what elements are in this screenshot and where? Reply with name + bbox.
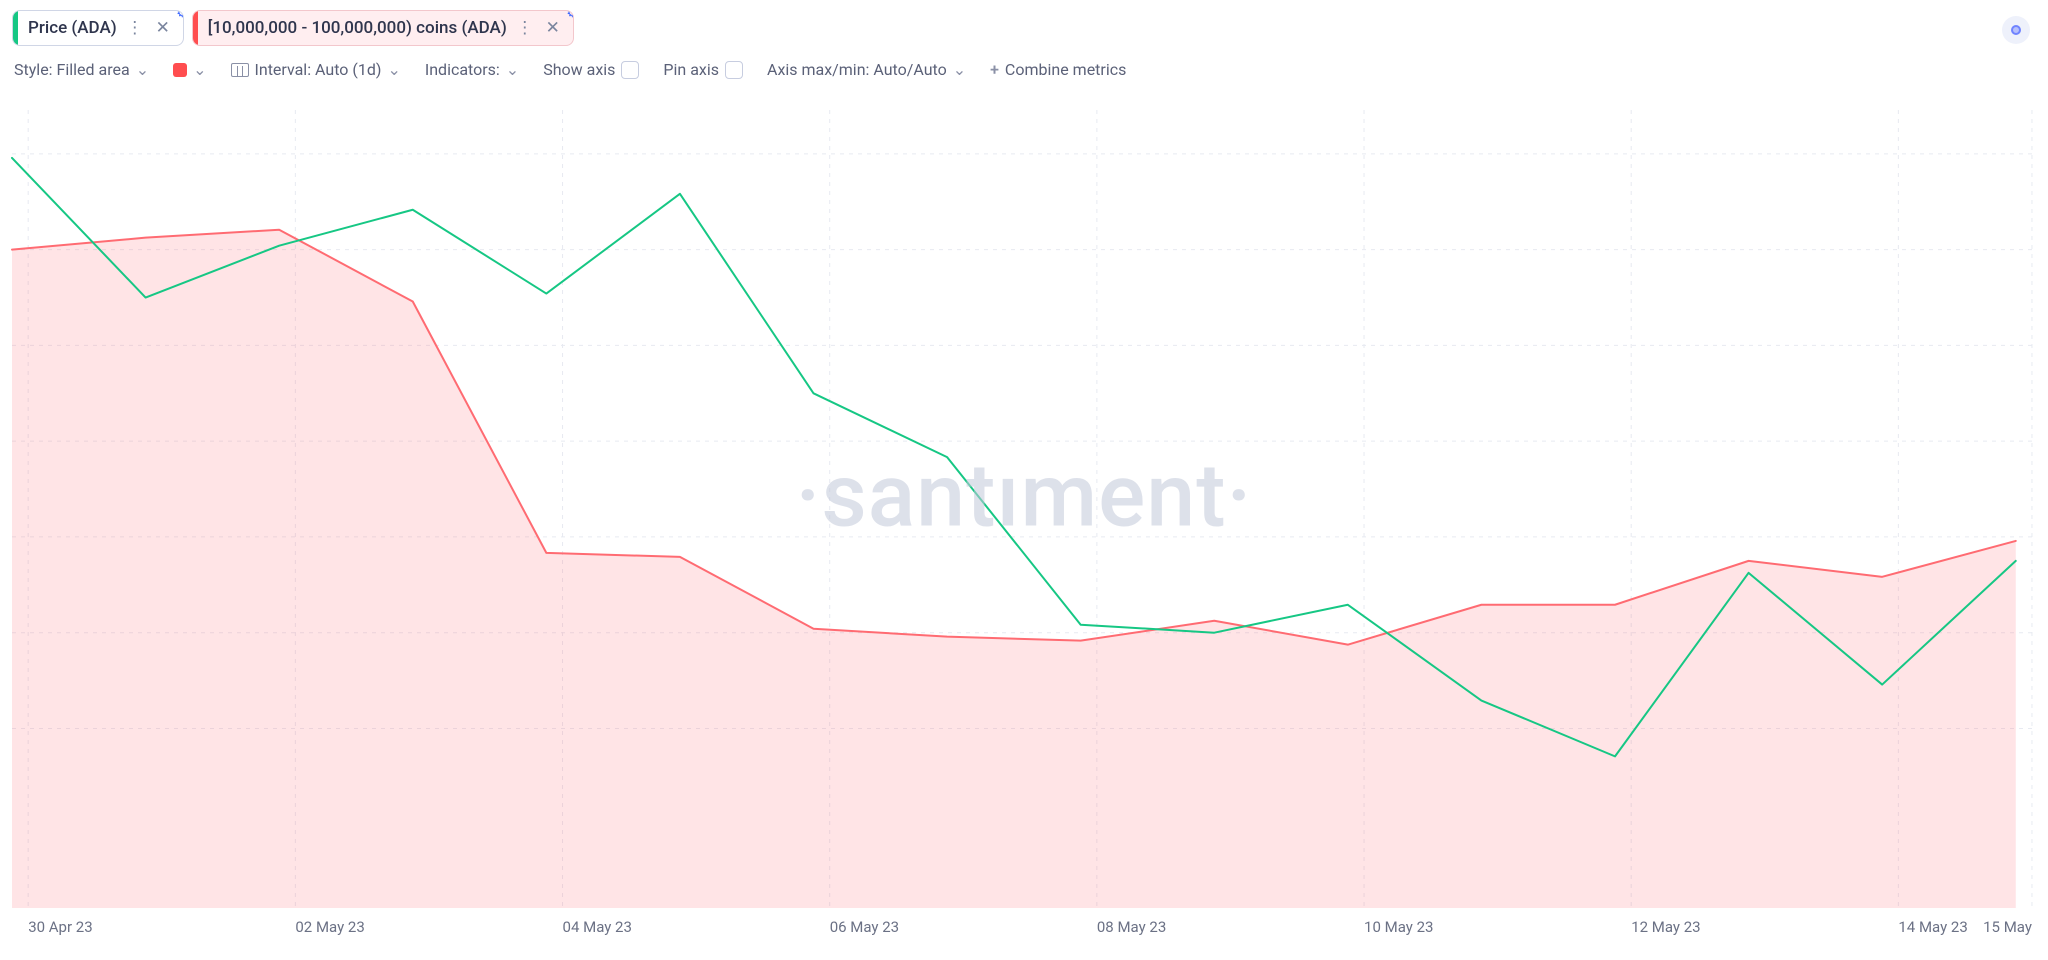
chip-close-icon[interactable]: ✕ xyxy=(153,18,173,38)
gear-icon[interactable]: ⚙ xyxy=(566,10,574,21)
metric-chips-row: Price (ADA) ⋮ ✕ ⚙ [10,000,000 - 100,000,… xyxy=(0,0,2048,52)
combine-metrics-button[interactable]: + Combine metrics xyxy=(990,60,1126,79)
chip-label: [10,000,000 - 100,000,000) coins (ADA) xyxy=(208,18,507,38)
chart-toolbar: Style: Filled area ⌄ ⌄ Interval: Auto (1… xyxy=(0,52,2048,89)
indicators-dropdown[interactable]: Indicators: ⌄ xyxy=(425,60,519,79)
svg-text:12 May 23: 12 May 23 xyxy=(1631,918,1700,936)
pin-axis-toggle[interactable]: Pin axis xyxy=(663,60,743,79)
style-color-swatch-dropdown[interactable]: ⌄ xyxy=(173,60,206,79)
chevron-down-icon: ⌄ xyxy=(387,60,400,79)
show-axis-toggle[interactable]: Show axis xyxy=(543,60,639,79)
combine-label: Combine metrics xyxy=(1005,60,1126,79)
style-dropdown[interactable]: Style: Filled area ⌄ xyxy=(14,60,149,79)
chip-color-tab xyxy=(13,11,18,45)
chevron-down-icon: ⌄ xyxy=(953,60,966,79)
pin-axis-label: Pin axis xyxy=(663,60,719,79)
svg-text:02 May 23: 02 May 23 xyxy=(295,918,364,936)
metric-chip-supply[interactable]: [10,000,000 - 100,000,000) coins (ADA) ⋮… xyxy=(192,10,574,46)
svg-text:04 May 23: 04 May 23 xyxy=(563,918,632,936)
metric-chip-price[interactable]: Price (ADA) ⋮ ✕ ⚙ xyxy=(12,10,184,46)
chip-more-icon[interactable]: ⋮ xyxy=(515,18,535,38)
show-axis-label: Show axis xyxy=(543,60,615,79)
svg-text:10 May 23: 10 May 23 xyxy=(1364,918,1433,936)
chart-settings-dot[interactable] xyxy=(2002,16,2030,44)
chip-more-icon[interactable]: ⋮ xyxy=(125,18,145,38)
plus-icon: + xyxy=(990,60,999,79)
svg-text:14 May 23: 14 May 23 xyxy=(1898,918,1967,936)
chart-area: ·santıment· 30 Apr 2302 May 2304 May 230… xyxy=(0,100,2048,960)
color-swatch xyxy=(173,63,187,77)
svg-text:15 May: 15 May xyxy=(1983,918,2032,936)
dot-icon xyxy=(2011,25,2021,35)
axis-minmax-label: Axis max/min: Auto/Auto xyxy=(767,60,947,79)
chevron-down-icon: ⌄ xyxy=(193,60,206,79)
chip-label: Price (ADA) xyxy=(28,18,117,38)
chevron-down-icon: ⌄ xyxy=(506,60,519,79)
chip-close-icon[interactable]: ✕ xyxy=(543,18,563,38)
svg-text:06 May 23: 06 May 23 xyxy=(830,918,899,936)
interval-dropdown[interactable]: Interval: Auto (1d) ⌄ xyxy=(231,60,401,79)
style-label: Style: Filled area xyxy=(14,60,130,79)
chevron-down-icon: ⌄ xyxy=(136,60,149,79)
gear-icon[interactable]: ⚙ xyxy=(176,10,184,21)
checkbox[interactable] xyxy=(621,61,639,79)
interval-label: Interval: Auto (1d) xyxy=(255,60,382,79)
svg-text:08 May 23: 08 May 23 xyxy=(1097,918,1166,936)
chip-color-tab xyxy=(193,11,198,45)
svg-text:30 Apr 23: 30 Apr 23 xyxy=(28,918,92,936)
chart-svg[interactable]: 30 Apr 23 02 May 23 04 May 23 06 May 23 08 M… xyxy=(0,100,2048,960)
checkbox[interactable] xyxy=(725,61,743,79)
axis-minmax-dropdown[interactable]: Axis max/min: Auto/Auto ⌄ xyxy=(767,60,966,79)
indicators-label: Indicators: xyxy=(425,60,500,79)
interval-icon xyxy=(231,63,249,77)
